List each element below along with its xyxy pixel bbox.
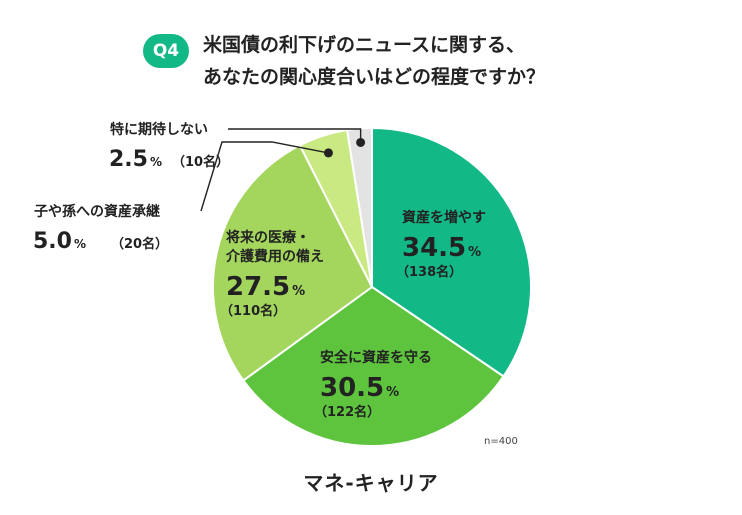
slice-value: 2.5%	[109, 147, 162, 172]
slice-label: 将来の医療・	[226, 229, 310, 246]
slice-label: 子や孫への資産承継	[34, 203, 160, 220]
brand-logo: マネ-キャリア	[303, 471, 439, 495]
slice-count: （138名）	[396, 264, 462, 280]
question-badge: Q4	[143, 34, 189, 68]
slice-label: 介護費用の備え	[225, 248, 324, 265]
slice-count: （20名）	[111, 236, 168, 252]
title-line-2: あなたの関心度合いはどの程度ですか？	[203, 66, 546, 88]
slice-label-group: 資産を増やす 34.5 %（138名）	[396, 209, 486, 280]
leader-line	[200, 141, 329, 212]
slice-label: 安全に資産を守る	[320, 349, 432, 366]
slice-label: 資産を増やす	[402, 209, 486, 226]
outside-label-group: 特に期待しない 2.5% （10名）	[109, 121, 229, 172]
pie-slice	[241, 285, 505, 447]
slice-label-group: 将来の医療・介護費用の備え 27.5 %（110名）	[220, 229, 324, 319]
slice-count: （122名）	[314, 404, 380, 420]
slice-value: 27.5%	[226, 272, 305, 302]
slice-value: 34.5%	[402, 233, 481, 263]
leader-line	[228, 128, 362, 143]
slice-value: 5.0%	[33, 229, 86, 254]
slice-count: （10名）	[172, 154, 229, 170]
slice-label-group: 安全に資産を守る 30.5 %（122名）	[314, 349, 432, 420]
slice-label: 特に期待しない	[110, 121, 208, 138]
title-line-1: 米国債の利下げのニュースに関する、	[203, 34, 526, 56]
chart-title: 米国債の利下げのニュースに関する、 あなたの関心度合いはどの程度ですか？	[203, 29, 545, 93]
pie-slice	[212, 143, 374, 382]
slice-value: 30.5%	[320, 373, 399, 403]
pie-slice	[371, 126, 532, 378]
slice-count: （110名）	[220, 303, 286, 319]
sample-size: n=400	[484, 436, 518, 447]
outside-label-group: 子や孫への資産承継 5.0% （20名）	[33, 203, 168, 254]
